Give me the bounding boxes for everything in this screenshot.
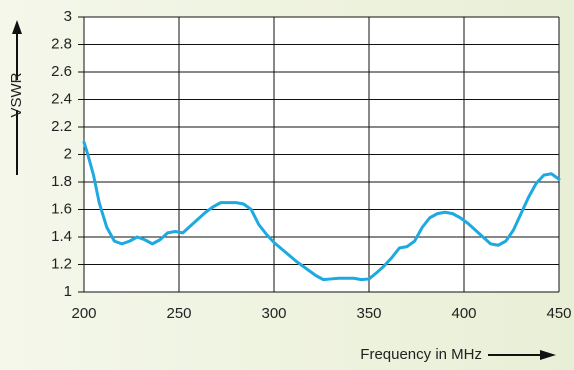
y-axis-label: VSWR: [8, 72, 25, 117]
x-tick-label: 200: [71, 305, 96, 322]
y-tick-label: 2.2: [51, 118, 72, 135]
y-tick-label: 2.4: [51, 90, 72, 107]
x-tick-label: 250: [166, 305, 191, 322]
y-axis-arrow: [12, 20, 22, 175]
vswr-series-line: [82, 140, 561, 282]
y-tick-label: 1.2: [51, 255, 72, 272]
y-tick-label: 1: [64, 283, 72, 300]
x-tick-label: 450: [546, 305, 571, 322]
x-axis-label: Frequency in MHz: [360, 346, 482, 363]
x-tick-label: 350: [356, 305, 381, 322]
x-axis-arrow: [488, 350, 556, 360]
y-tick-label: 1.6: [51, 200, 72, 217]
x-tick-label: 300: [261, 305, 286, 322]
y-axis-ticks: 1 1.2 1.4 1.6 1.8 2 2.2 2.4 2.6 2.8 3: [51, 8, 84, 300]
x-tick-label: 400: [451, 305, 476, 322]
y-tick-label: 1.4: [51, 228, 72, 245]
y-tick-label: 1.8: [51, 173, 72, 190]
y-tick-label: 2: [64, 145, 72, 162]
y-tick-label: 2.6: [51, 63, 72, 80]
series-layer: [82, 140, 561, 282]
y-tick-label: 2.8: [51, 35, 72, 52]
x-axis-ticks: 200 250 300 350 400 450: [71, 305, 571, 322]
y-tick-label: 3: [64, 8, 72, 25]
